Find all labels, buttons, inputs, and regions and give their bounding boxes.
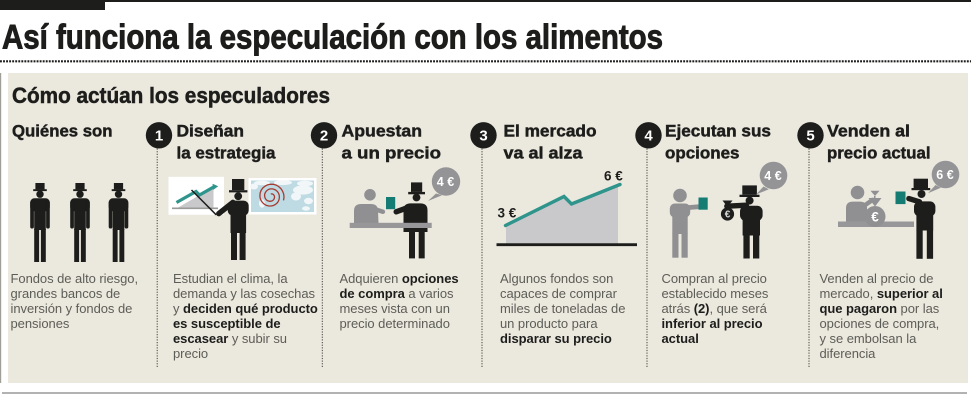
svg-text:4 €: 4 € bbox=[437, 175, 454, 189]
svg-text:1: 1 bbox=[155, 128, 163, 145]
svg-text:Quiénes son: Quiénes son bbox=[12, 123, 112, 141]
svg-text:6 €: 6 € bbox=[604, 169, 623, 184]
svg-text:a un precio: a un precio bbox=[342, 144, 442, 162]
svg-text:4 €: 4 € bbox=[764, 169, 781, 183]
svg-text:Cómo actúan los especuladores: Cómo actúan los especuladores bbox=[12, 83, 330, 108]
svg-text:Apuestan: Apuestan bbox=[342, 123, 423, 141]
svg-text:€: € bbox=[725, 210, 731, 221]
svg-text:4: 4 bbox=[644, 128, 653, 145]
svg-text:€: € bbox=[871, 210, 879, 225]
svg-text:El mercado: El mercado bbox=[504, 123, 597, 141]
svg-text:va al alza: va al alza bbox=[504, 144, 584, 162]
svg-text:Venden al: Venden al bbox=[827, 123, 910, 141]
svg-text:opciones: opciones bbox=[665, 144, 740, 162]
svg-text:2: 2 bbox=[320, 128, 328, 145]
svg-text:5: 5 bbox=[806, 128, 814, 145]
svg-text:6 €: 6 € bbox=[936, 168, 953, 182]
svg-text:Así funciona la especulación c: Así funciona la especulación con los ali… bbox=[2, 18, 663, 56]
svg-text:precio actual: precio actual bbox=[827, 144, 931, 162]
svg-text:3 €: 3 € bbox=[498, 206, 517, 221]
svg-text:3: 3 bbox=[479, 128, 487, 145]
svg-text:Diseñan: Diseñan bbox=[177, 123, 245, 141]
svg-text:la estrategia: la estrategia bbox=[177, 144, 277, 162]
svg-text:Ejecutan sus: Ejecutan sus bbox=[665, 123, 771, 141]
